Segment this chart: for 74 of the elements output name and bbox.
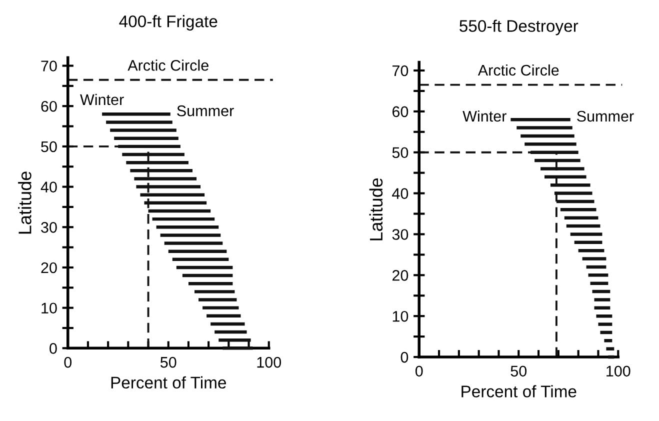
bar — [206, 314, 241, 318]
y-tick-label: 60 — [41, 100, 57, 112]
bar — [102, 112, 170, 116]
bar — [214, 330, 247, 334]
bar — [152, 217, 215, 221]
bar — [600, 330, 612, 334]
bar — [570, 232, 602, 236]
bar — [574, 240, 602, 244]
y-tick-label: 60 — [392, 106, 408, 118]
y-tick-label: 10 — [392, 310, 408, 322]
bar — [586, 265, 606, 269]
annotation: Winter — [80, 94, 124, 106]
x-tick-label: 0 — [64, 356, 72, 368]
bar — [524, 142, 576, 146]
ref-line-label: Arctic Circle — [128, 60, 208, 71]
bar — [222, 346, 253, 350]
x-tick-label: 0 — [415, 366, 423, 377]
bar — [172, 258, 229, 262]
y-tick-label: 40 — [392, 188, 408, 199]
bar — [598, 322, 612, 326]
x-axis-title: Percent of Time — [462, 385, 576, 398]
bar — [176, 266, 233, 270]
x-tick-label: 50 — [510, 366, 527, 377]
annotation: Summer — [577, 110, 634, 122]
bar — [608, 355, 614, 359]
y-tick-label: 40 — [40, 182, 57, 192]
bar — [510, 118, 570, 122]
bar — [588, 274, 608, 277]
bar — [164, 242, 223, 245]
y-axis-title: Latitude — [369, 178, 383, 240]
annotation: Summer — [177, 105, 234, 116]
bar — [188, 282, 233, 286]
bar — [114, 136, 178, 140]
y-tick-label: 70 — [392, 65, 408, 76]
bar — [202, 306, 239, 310]
bar — [198, 298, 237, 302]
bar — [594, 298, 610, 302]
x-tick-label: 50 — [160, 356, 176, 368]
bar — [560, 208, 596, 212]
bar — [604, 339, 612, 342]
bar — [578, 248, 604, 252]
x-tick-label: 100 — [257, 356, 282, 368]
y-tick-label: 10 — [42, 302, 57, 314]
bar — [566, 224, 600, 228]
y-tick-label: 0 — [50, 343, 57, 354]
x-tick-label: 100 — [606, 366, 630, 377]
y-tick-label: 20 — [392, 270, 408, 281]
bar — [516, 126, 572, 130]
bar — [218, 338, 251, 342]
bar — [210, 322, 245, 326]
bar — [168, 250, 227, 253]
annotation: Winter — [462, 110, 506, 122]
y-tick-label: 70 — [41, 60, 57, 72]
y-tick-label: 50 — [392, 147, 408, 158]
bar — [590, 282, 608, 285]
bar — [564, 216, 598, 220]
bar — [156, 226, 219, 229]
bar — [110, 128, 176, 132]
bar — [520, 134, 574, 138]
y-tick-label: 30 — [41, 222, 57, 233]
y-tick-label: 30 — [392, 229, 408, 240]
bar — [582, 257, 606, 260]
bar — [160, 234, 221, 237]
bar — [106, 120, 172, 124]
ref-line-label: Arctic Circle — [478, 64, 559, 76]
bar — [606, 347, 614, 350]
x-axis-title: Percent of Time — [111, 376, 226, 389]
bar — [194, 290, 235, 294]
y-tick-label: 20 — [41, 262, 57, 274]
chart-title: 400-ft Frigate — [119, 15, 218, 31]
chart-title: 550-ft Destroyer — [460, 20, 578, 36]
bar — [182, 274, 233, 278]
y-tick-label: 50 — [41, 141, 57, 152]
y-axis-title: Latitude — [18, 172, 32, 234]
